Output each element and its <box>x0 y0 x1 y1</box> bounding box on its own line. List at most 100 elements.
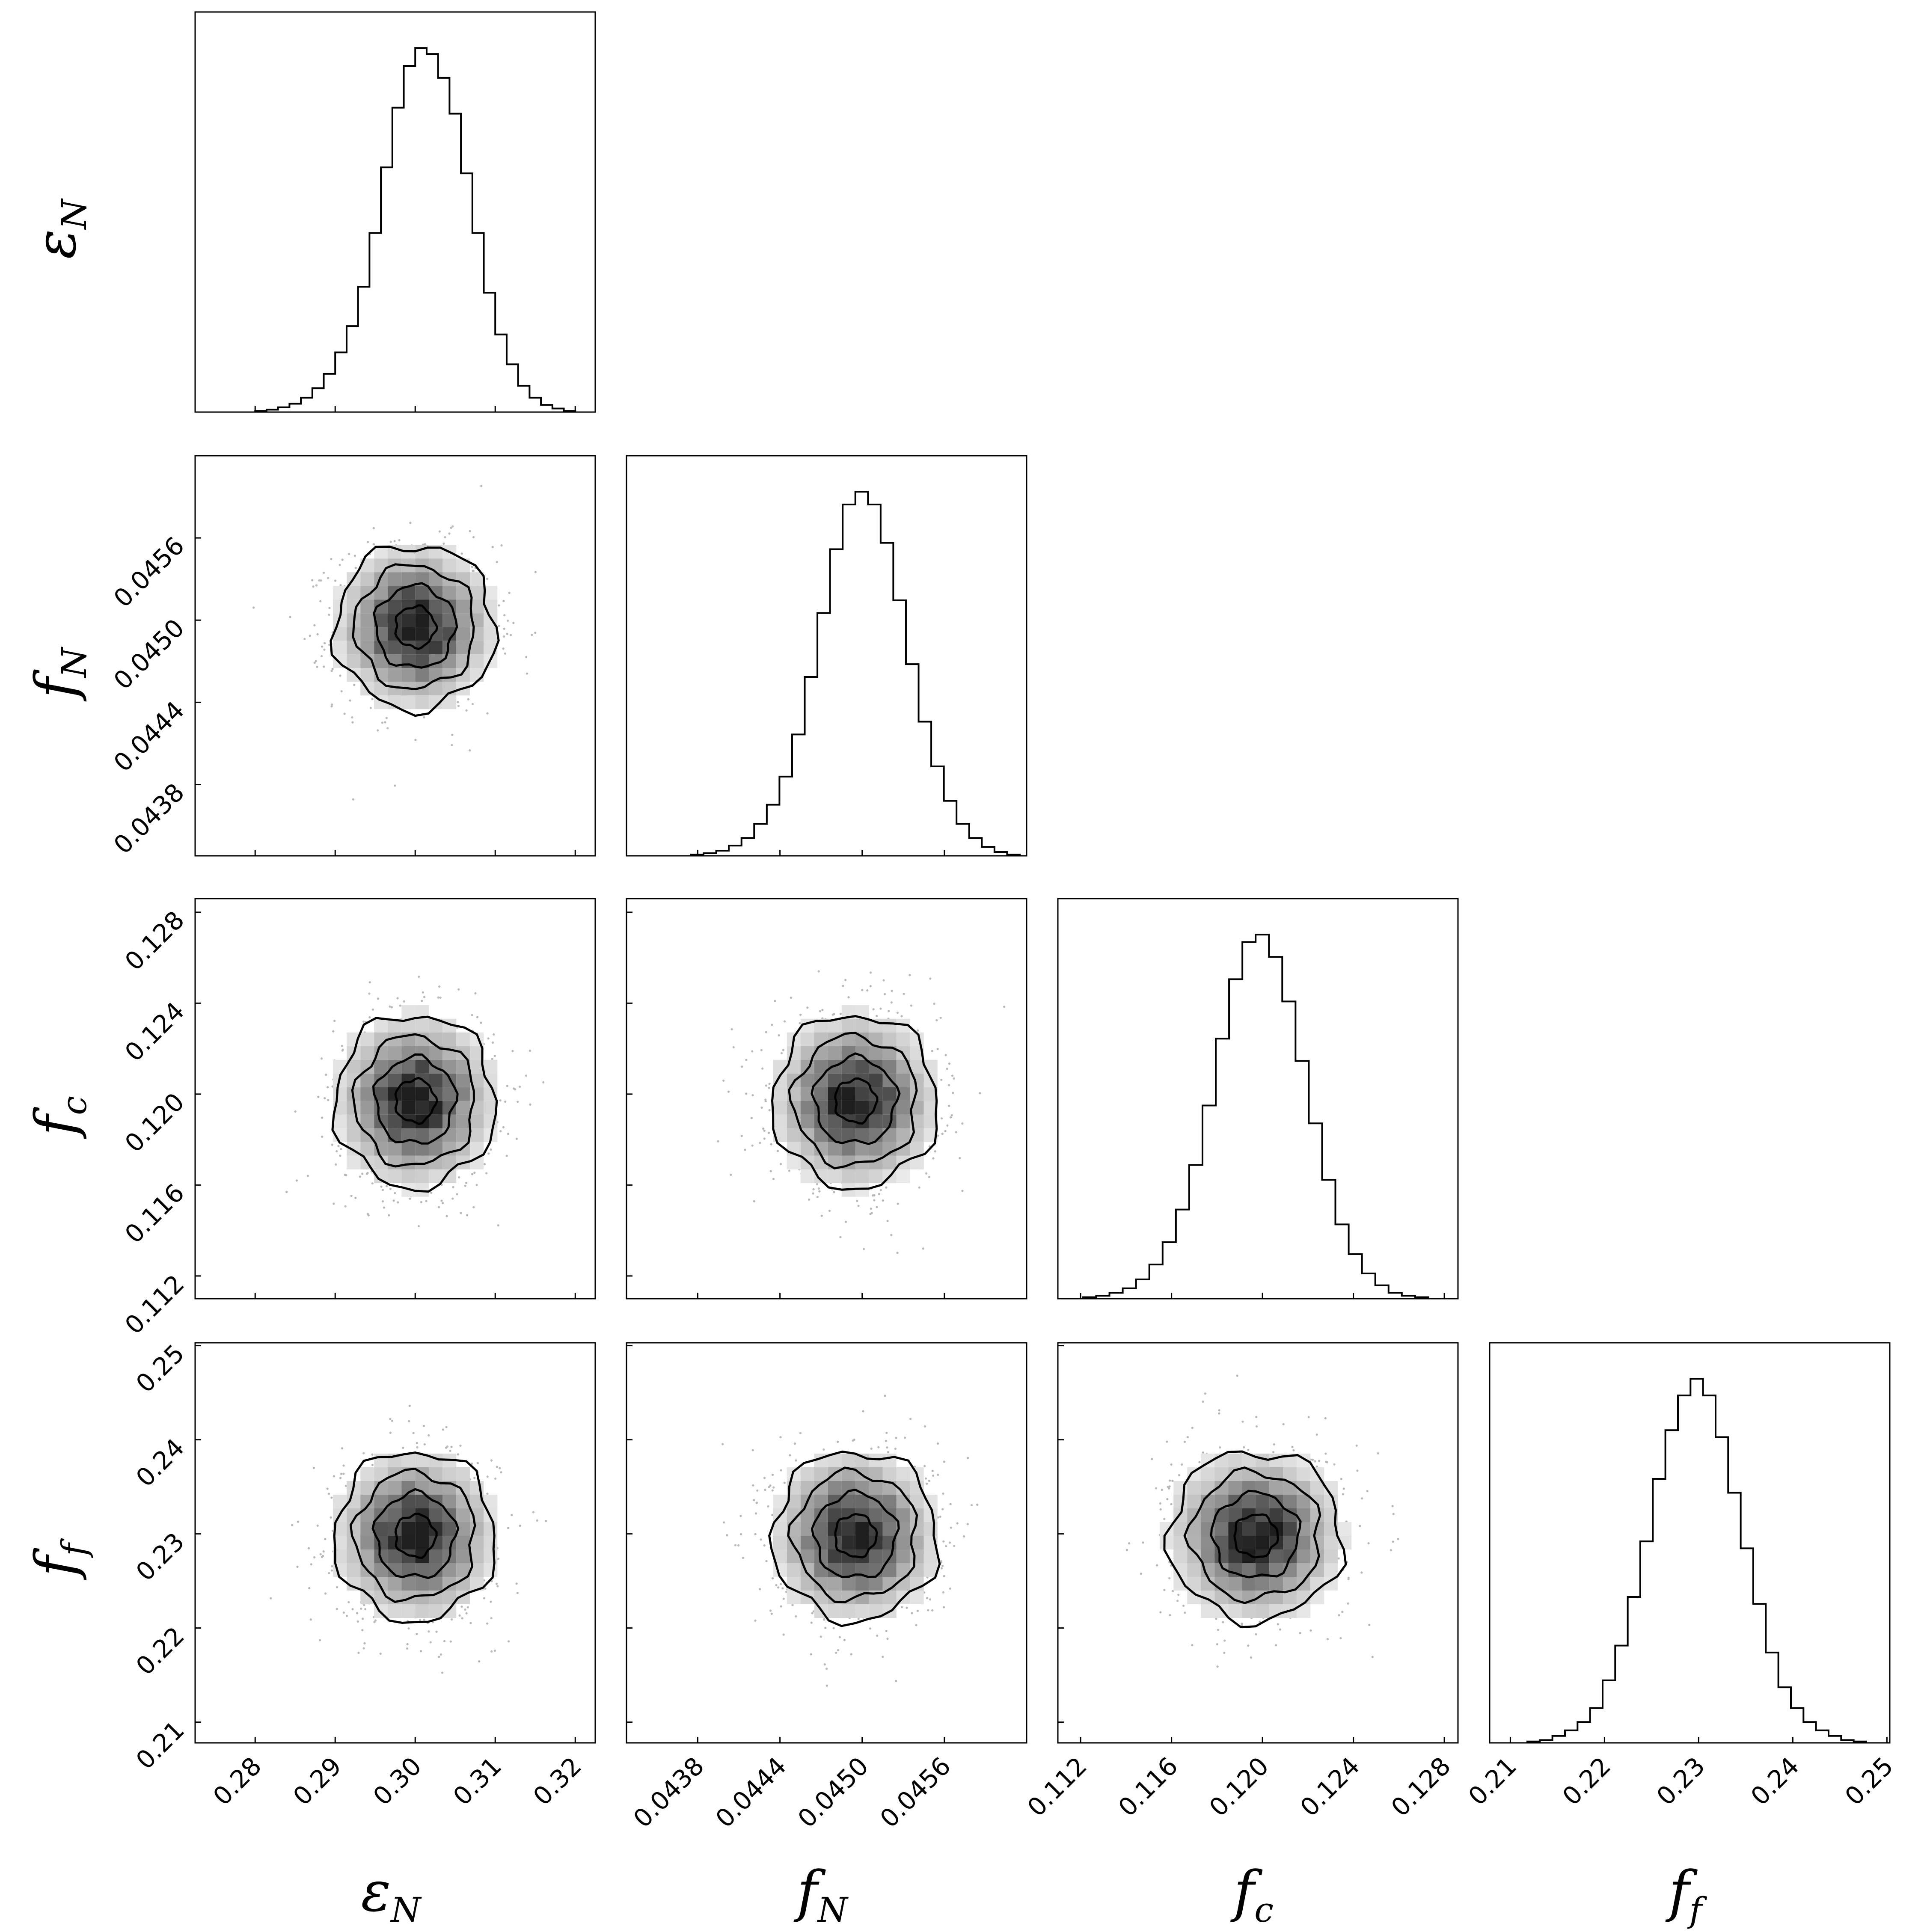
sample-point <box>321 1135 324 1138</box>
sample-point <box>833 1191 835 1193</box>
sample-point <box>780 1052 783 1054</box>
sample-point <box>336 1586 338 1588</box>
sample-point <box>294 1110 297 1113</box>
sample-point <box>487 1037 490 1040</box>
density-cell <box>415 1522 429 1536</box>
sample-point <box>312 585 315 588</box>
sample-point <box>364 1608 367 1611</box>
sample-point <box>502 1126 505 1129</box>
density-cell <box>429 1073 443 1087</box>
sample-point <box>366 540 369 543</box>
sample-point <box>399 1004 401 1007</box>
sample-point <box>869 985 872 988</box>
sample-point <box>486 578 489 580</box>
density-cell <box>360 572 374 586</box>
density-cell <box>388 668 402 682</box>
density-cell <box>374 1059 388 1074</box>
density-cell <box>415 1169 429 1183</box>
sample-point <box>534 632 537 634</box>
sample-point <box>876 1206 878 1208</box>
density-cell <box>388 1046 402 1060</box>
sample-point <box>472 1206 475 1208</box>
density-cell <box>429 1549 443 1563</box>
sample-point <box>948 1084 950 1086</box>
sample-point <box>545 1519 547 1522</box>
sample-point <box>717 1140 719 1143</box>
sample-point <box>391 1419 394 1422</box>
contour-level <box>352 563 475 691</box>
sample-point <box>925 1172 928 1175</box>
sample-point <box>372 543 375 546</box>
sample-point <box>888 1010 890 1012</box>
sample-point <box>531 633 533 636</box>
density-cell <box>360 1073 374 1087</box>
sample-point <box>480 485 483 487</box>
sample-point <box>423 996 426 998</box>
density-cell <box>456 1549 470 1563</box>
density-cell <box>456 1536 470 1549</box>
density-cell <box>388 1481 402 1495</box>
density-cell <box>388 1536 402 1549</box>
sample-point <box>770 1143 772 1146</box>
sample-point <box>844 1220 847 1223</box>
density-cell <box>401 627 416 641</box>
sample-point <box>503 627 505 630</box>
density-cell <box>401 668 416 682</box>
sample-point <box>327 577 330 579</box>
sample-point <box>476 1462 479 1464</box>
sample-point <box>423 716 425 719</box>
sample-point <box>291 1524 294 1526</box>
histogram-frame <box>1489 1342 1891 1744</box>
density-cell <box>333 641 347 655</box>
sample-point <box>416 1632 418 1635</box>
sample-point <box>900 1015 903 1018</box>
sample-point <box>418 975 420 978</box>
scatter-panel-fN-fc <box>626 898 1027 1300</box>
sample-point <box>365 1172 368 1175</box>
sample-point <box>297 1520 299 1523</box>
sample-point <box>285 1191 288 1193</box>
contour-level <box>394 604 439 650</box>
sample-point <box>492 1041 494 1044</box>
sample-point <box>389 1187 392 1190</box>
histogram-steps <box>1526 1378 1867 1743</box>
sample-point <box>390 1006 393 1009</box>
sample-point <box>513 1087 515 1090</box>
panel-frame <box>194 898 596 1300</box>
sample-point <box>879 1007 882 1010</box>
density-cell <box>456 599 470 614</box>
sample-point <box>751 1094 754 1097</box>
sample-point <box>382 1200 384 1203</box>
sample-point <box>371 698 374 700</box>
sample-point <box>356 1620 359 1623</box>
density-cell <box>374 1018 388 1033</box>
sample-point <box>769 1170 772 1172</box>
sample-point <box>442 1428 444 1431</box>
density-cell <box>401 1604 416 1618</box>
sample-point <box>946 1124 949 1127</box>
density-cell <box>360 1142 374 1156</box>
sample-point <box>761 1067 764 1070</box>
contour-level <box>373 582 458 669</box>
density-cell <box>415 1591 429 1604</box>
sample-point <box>351 1608 354 1611</box>
sample-point <box>955 1131 957 1134</box>
density-cell <box>773 1114 787 1128</box>
sample-point <box>465 1612 468 1614</box>
density-cell <box>374 682 388 696</box>
density-cell <box>360 599 374 614</box>
sample-point <box>469 749 471 752</box>
sample-point <box>424 543 426 546</box>
sample-point <box>871 1194 874 1197</box>
sample-point <box>438 530 441 533</box>
sample-point <box>331 1565 333 1567</box>
sample-point <box>306 1175 309 1177</box>
sample-point <box>270 1597 272 1600</box>
sample-point <box>450 1445 453 1448</box>
sample-point <box>953 1077 955 1080</box>
density-cell <box>470 1114 484 1128</box>
sample-point <box>844 979 847 981</box>
sample-point <box>318 1639 321 1641</box>
density-cell <box>347 1155 361 1169</box>
sample-point <box>461 1617 463 1620</box>
